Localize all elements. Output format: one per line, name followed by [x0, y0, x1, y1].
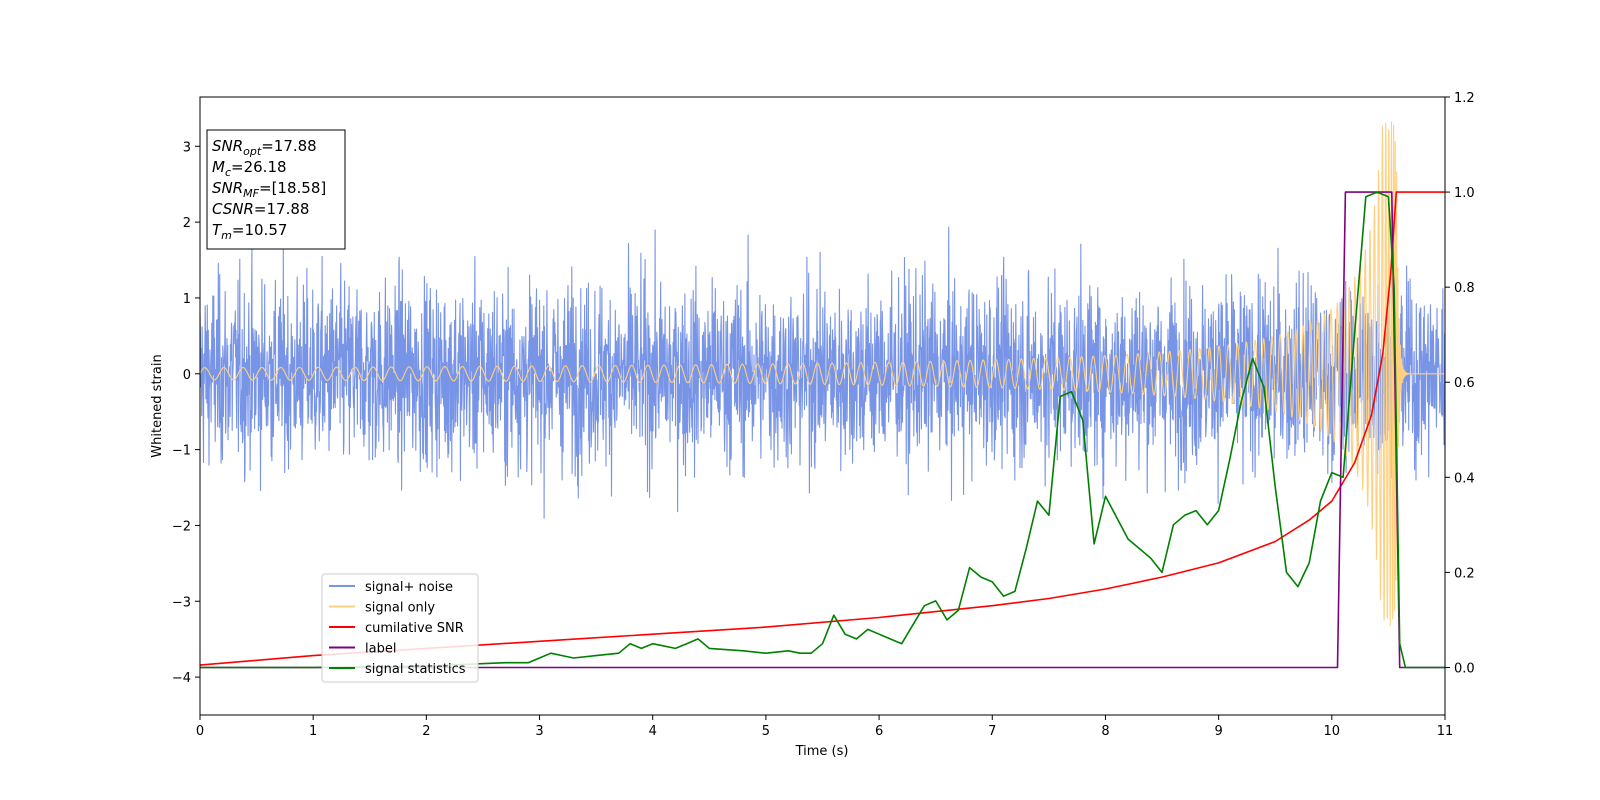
- y-axis-label: Whitened strain: [150, 354, 165, 457]
- x-tick-label: 3: [535, 724, 543, 739]
- y-tick-label: 0: [183, 368, 191, 383]
- plot-frame: [199, 96, 1446, 716]
- x-tick-label: 5: [762, 724, 770, 739]
- x-tick-label: 11: [1437, 724, 1454, 739]
- y-right-tick-label: 0.4: [1454, 471, 1475, 486]
- annotation-line: Mc=26.18: [212, 158, 287, 179]
- legend-label: signal only: [365, 601, 435, 616]
- x-tick-label: 0: [196, 724, 204, 739]
- series-line-1: [199, 121, 1446, 627]
- legend-label: label: [365, 642, 396, 657]
- y-tick-label: −3: [172, 595, 191, 610]
- y-right-tick-label: 0.0: [1454, 661, 1475, 676]
- annotation-frame: [206, 129, 346, 250]
- legend-entries: signal+ noise signal only cumilative SNR la…: [329, 580, 466, 677]
- legend-label: signal+ noise: [365, 580, 453, 595]
- x-tick-label: 1: [309, 724, 317, 739]
- series-line-2: [199, 191, 1445, 666]
- annotation-lines: SNRopt=17.88Mc=26.18SNRMF=[18.58]CSNR=17…: [212, 137, 326, 242]
- y-right-tick-label: 0.6: [1454, 376, 1475, 391]
- y-right-tick-label: 0.2: [1454, 566, 1475, 581]
- series-layer: [199, 121, 1446, 669]
- annotation-line: CSNR=17.88: [212, 200, 309, 218]
- x-tick-label: 4: [649, 724, 657, 739]
- ticks-layer: 0 1 2 3 4 5 6 7 8 9 10 11 −4 −3 −2 −1 0 1 2 3 0.0 0.2 0.4 0.6 0.…: [172, 91, 1475, 739]
- y-right-tick-label: 1.2: [1454, 91, 1475, 106]
- y-tick-label: 2: [183, 216, 191, 231]
- y-tick-label: 3: [183, 140, 191, 155]
- x-tick-label: 9: [1214, 724, 1222, 739]
- x-tick-label: 10: [1324, 724, 1341, 739]
- y-tick-label: −1: [172, 444, 191, 459]
- x-tick-label: 6: [875, 724, 883, 739]
- y-tick-label: 1: [183, 292, 191, 307]
- legend-label: cumilative SNR: [365, 621, 464, 636]
- y-right-tick-label: 0.8: [1454, 281, 1475, 296]
- annotation-box: SNRopt=17.88Mc=26.18SNRMF=[18.58]CSNR=17…: [206, 129, 346, 250]
- legend: signal+ noise signal only cumilative SNR la…: [321, 573, 479, 683]
- series-line-4: [200, 191, 1445, 669]
- y-tick-label: −4: [172, 671, 191, 686]
- annotation-line: Tm=10.57: [212, 221, 287, 242]
- series-line-0: [199, 226, 1446, 519]
- annotation-line: SNRMF=[18.58]: [212, 179, 326, 200]
- y-tick-label: −2: [172, 519, 191, 534]
- legend-frame: [321, 573, 479, 683]
- y-right-tick-label: 1.0: [1454, 186, 1475, 201]
- x-tick-label: 7: [988, 724, 996, 739]
- x-tick-label: 2: [422, 724, 430, 739]
- x-tick-label: 8: [1101, 724, 1109, 739]
- annotation-line: SNRopt=17.88: [212, 137, 317, 158]
- x-axis-label: Time (s): [795, 744, 849, 759]
- legend-label: signal statistics: [365, 662, 466, 677]
